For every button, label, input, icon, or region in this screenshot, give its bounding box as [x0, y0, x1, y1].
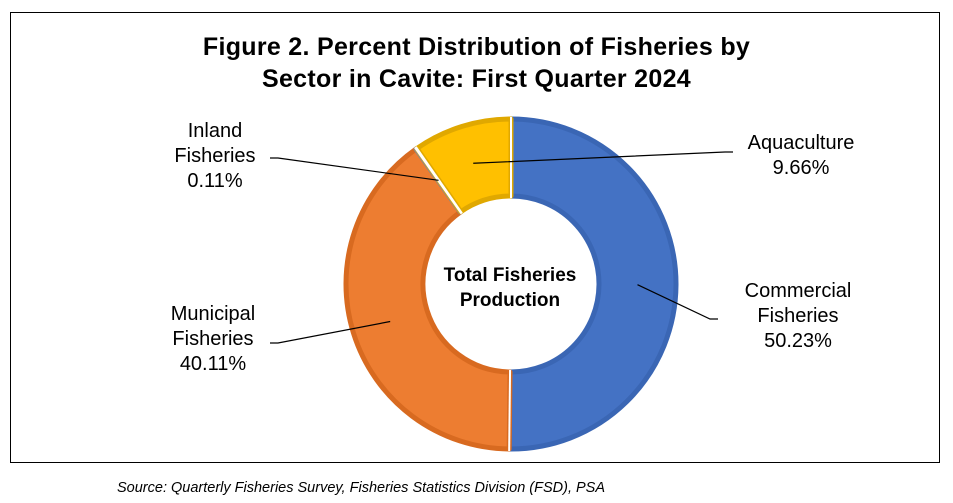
leader-line-inland-fisheries — [270, 157, 439, 181]
slice-label-name-line-1: Inland — [187, 120, 243, 142]
donut-slice-commercial-fisheries — [506, 116, 679, 452]
slice-separator — [415, 146, 463, 214]
slice-label-value: 9.66% — [772, 157, 830, 179]
slice-label-value: 50.23% — [764, 330, 832, 352]
center-label-line-1: Total Fisheries — [443, 265, 577, 286]
source-note: Source: Quarterly Fisheries Survey, Fish… — [117, 480, 606, 496]
leader-line-aquaculture — [473, 151, 733, 164]
slice-label-value: 0.11% — [187, 170, 243, 192]
slice-label-aquaculture: Aquaculture 9.66% — [726, 131, 876, 181]
slice-label-name-line-1: Municipal — [170, 303, 256, 325]
chart-title-line-2: Sector in Cavite: First Quarter 2024 — [261, 65, 691, 93]
slice-label-municipal-fisheries: Municipal Fisheries 40.11% — [138, 302, 288, 377]
leader-lines — [270, 151, 733, 344]
leader-line-commercial-fisheries — [637, 284, 718, 320]
slice-label-name-line-2: Fisheries — [172, 328, 254, 350]
donut-center-label: Total Fisheries Production — [420, 263, 600, 313]
slice-label-name-line-2: Fisheries — [174, 145, 256, 167]
center-label-line-2: Production — [459, 290, 561, 311]
chart-title-line-1: Figure 2. Percent Distribution of Fisher… — [202, 33, 751, 61]
slice-label-name-line-1: Commercial — [744, 280, 852, 302]
slice-label-value: 40.11% — [179, 353, 247, 375]
slice-separator — [508, 369, 512, 452]
leader-line-municipal-fisheries — [270, 320, 391, 344]
chart-title: Figure 2. Percent Distribution of Fisher… — [0, 31, 953, 95]
slice-label-inland-fisheries: Inland Fisheries 0.11% — [150, 119, 280, 194]
slice-label-name-line-2: Fisheries — [757, 305, 839, 327]
donut-slice-municipal-fisheries — [343, 146, 513, 452]
slice-label-name-line-1: Aquaculture — [747, 132, 855, 154]
slice-label-commercial-fisheries: Commercial Fisheries 50.23% — [713, 279, 883, 354]
donut-slices — [343, 116, 679, 452]
